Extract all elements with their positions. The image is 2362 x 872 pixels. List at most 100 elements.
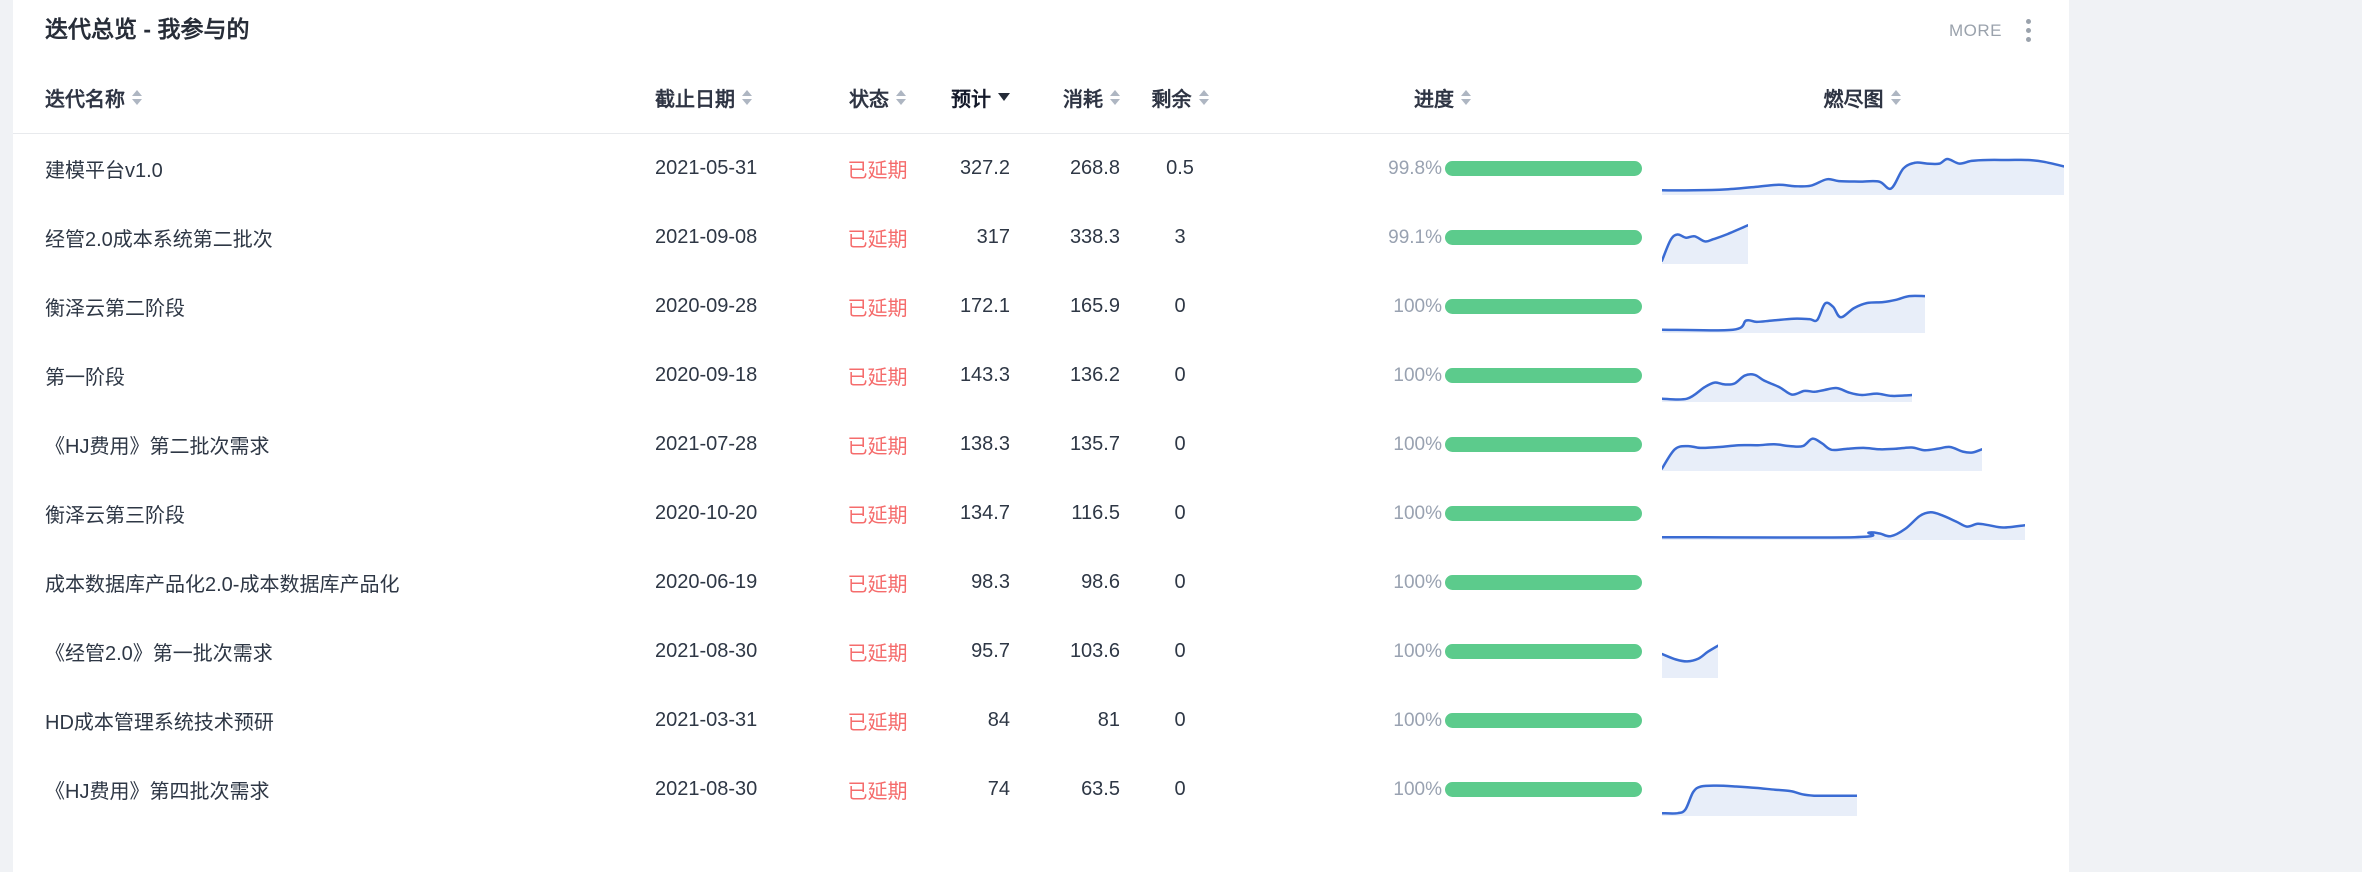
cell-consumed: 103.6	[1069, 640, 1120, 662]
progress-percent: 100%	[1393, 709, 1442, 731]
status-badge: 已延期	[847, 229, 908, 251]
cell-remaining: 3	[1174, 226, 1186, 248]
progress-bar	[1445, 506, 1642, 521]
table-row[interactable]: 成本数据库产品化2.0-成本数据库产品化 2020-06-19 已延期 98.3 98.…	[13, 548, 2069, 617]
cell-consumed: 338.3	[1069, 226, 1120, 248]
iteration-name: 建模平台v1.0	[45, 160, 163, 182]
table-row[interactable]: 建模平台v1.0 2021-05-31 已延期 327.2 268.8 0.5 99.8%	[13, 134, 2069, 203]
iteration-name: 《HJ费用》第二批次需求	[45, 436, 270, 458]
cell-status: 已延期	[810, 410, 945, 479]
cell-status: 已延期	[810, 134, 945, 203]
page-title: 迭代总览 - 我参与的	[45, 16, 250, 42]
column-header-estimated[interactable]: 预计	[945, 83, 1020, 112]
more-link[interactable]: MORE	[1949, 20, 2002, 40]
column-label: 预计	[951, 88, 991, 111]
cell-date: 2021-03-31	[655, 709, 758, 731]
table-header-row: 迭代名称 截止日期 状态 预计 消耗 剩余 进度 燃尽图	[13, 61, 2069, 134]
cell-status: 已延期	[810, 548, 945, 617]
table-body: 建模平台v1.0 2021-05-31 已延期 327.2 268.8 0.5 99.8% 经…	[13, 134, 2069, 824]
status-badge: 已延期	[847, 436, 908, 458]
column-header-progress[interactable]: 进度	[1230, 83, 1655, 112]
table-row[interactable]: 第一阶段 2020-09-18 已延期 143.3 136.2 0 100%	[13, 341, 2069, 410]
sort-carets-icon	[132, 89, 142, 105]
table-row[interactable]: 《HJ费用》第二批次需求 2021-07-28 已延期 138.3 135.7 0 100%	[13, 410, 2069, 479]
iteration-name: 《经管2.0》第一批次需求	[45, 643, 273, 665]
column-header-remaining[interactable]: 剩余	[1130, 83, 1230, 112]
cell-burndown	[1655, 479, 2069, 548]
sort-carets-icon	[1461, 89, 1471, 105]
cell-estimated: 172.1	[959, 295, 1010, 317]
status-badge: 已延期	[847, 712, 908, 734]
cell-progress: 100%	[1230, 755, 1655, 824]
burndown-sparkline	[1662, 373, 1912, 402]
cell-remaining: 0	[1174, 571, 1186, 593]
progress-percent: 100%	[1393, 571, 1442, 593]
column-header-consumed[interactable]: 消耗	[1020, 83, 1130, 112]
column-header-date[interactable]: 截止日期	[640, 83, 810, 112]
cell-consumed: 165.9	[1069, 295, 1120, 317]
cell-progress: 100%	[1230, 548, 1655, 617]
cell-burndown	[1655, 134, 2069, 203]
table-row[interactable]: HD成本管理系统技术预研 2021-03-31 已延期 84 81 0 100%	[13, 686, 2069, 755]
cell-burndown	[1655, 617, 2069, 686]
table-row[interactable]: 衡泽云第三阶段 2020-10-20 已延期 134.7 116.5 0 100%	[13, 479, 2069, 548]
cell-remaining: 0	[1174, 640, 1186, 662]
progress-bar	[1445, 644, 1642, 659]
status-badge: 已延期	[847, 643, 908, 665]
cell-consumed: 63.5	[1081, 778, 1120, 800]
column-label: 截止日期	[655, 88, 735, 111]
sort-carets-icon	[1110, 89, 1120, 105]
sort-carets-icon	[896, 89, 906, 105]
column-label: 状态	[849, 88, 889, 111]
table-row[interactable]: 《HJ费用》第四批次需求 2021-08-30 已延期 74 63.5 0 100%	[13, 755, 2069, 824]
sort-desc-icon	[998, 93, 1010, 101]
column-label: 剩余	[1151, 88, 1192, 111]
cell-consumed: 98.6	[1081, 571, 1120, 593]
progress-bar	[1445, 161, 1642, 176]
cell-estimated: 134.7	[959, 502, 1010, 524]
cell-progress: 99.8%	[1230, 134, 1655, 203]
progress-percent: 100%	[1393, 640, 1442, 662]
table-row[interactable]: 经管2.0成本系统第二批次 2021-09-08 已延期 317 338.3 3 99.1%	[13, 203, 2069, 272]
kebab-menu-icon[interactable]	[2022, 17, 2035, 44]
column-header-burndown[interactable]: 燃尽图	[1655, 83, 2069, 112]
status-badge: 已延期	[847, 367, 908, 389]
cell-remaining: 0	[1174, 709, 1186, 731]
sort-carets-icon	[742, 89, 752, 105]
cell-estimated: 95.7	[971, 640, 1010, 662]
sort-carets-icon	[1198, 89, 1209, 105]
cell-consumed: 81	[1097, 709, 1120, 731]
cell-estimated: 317	[976, 226, 1010, 248]
burndown-sparkline	[1662, 784, 1857, 816]
column-label: 燃尽图	[1823, 88, 1884, 111]
cell-progress: 100%	[1230, 410, 1655, 479]
cell-burndown	[1655, 686, 2069, 755]
cell-consumed: 135.7	[1069, 433, 1120, 455]
burndown-sparkline	[1662, 511, 2025, 540]
status-badge: 已延期	[847, 781, 908, 803]
progress-bar	[1445, 437, 1642, 452]
table-row[interactable]: 《经管2.0》第一批次需求 2021-08-30 已延期 95.7 103.6 0 100%	[13, 617, 2069, 686]
iteration-name: 衡泽云第二阶段	[45, 298, 185, 320]
table-row[interactable]: 衡泽云第二阶段 2020-09-28 已延期 172.1 165.9 0 100%	[13, 272, 2069, 341]
cell-remaining: 0	[1174, 295, 1186, 317]
column-header-status[interactable]: 状态	[810, 83, 945, 112]
progress-percent: 100%	[1393, 295, 1442, 317]
cell-date: 2021-05-31	[655, 157, 758, 179]
column-header-name[interactable]: 迭代名称	[13, 83, 640, 112]
cell-estimated: 143.3	[959, 364, 1010, 386]
iteration-overview-card: 迭代总览 - 我参与的 MORE 迭代名称 截止日期 状态 预计 消耗 剩余 进度 燃尽图 建…	[13, 0, 2069, 872]
cell-estimated: 74	[987, 778, 1010, 800]
status-badge: 已延期	[847, 298, 908, 320]
card-header: 迭代总览 - 我参与的 MORE	[13, 0, 2069, 61]
cell-estimated: 138.3	[959, 433, 1010, 455]
progress-percent: 99.1%	[1388, 226, 1442, 248]
iteration-name: 《HJ费用》第四批次需求	[45, 781, 270, 803]
cell-burndown	[1655, 755, 2069, 824]
iteration-name: 成本数据库产品化2.0-成本数据库产品化	[45, 574, 400, 596]
progress-percent: 100%	[1393, 433, 1442, 455]
progress-bar	[1445, 230, 1642, 245]
progress-bar	[1445, 368, 1642, 383]
cell-remaining: 0	[1174, 364, 1186, 386]
cell-date: 2021-09-08	[655, 226, 758, 248]
